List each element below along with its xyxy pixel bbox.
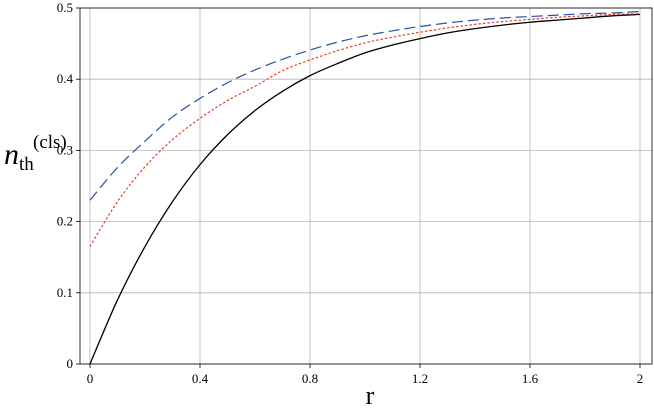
series-group — [89, 10, 641, 365]
x-tick-label: 0.4 — [192, 371, 209, 386]
y-tick-label: 0.2 — [57, 214, 73, 229]
x-tick-label: 0.8 — [302, 371, 318, 386]
y-tick-label: 0.4 — [57, 71, 74, 86]
y-axis-label-main: n — [4, 138, 19, 171]
x-tick-label: 2 — [637, 371, 644, 386]
y-tick-label: 0 — [67, 356, 74, 371]
x-tick-label: 1.6 — [522, 371, 539, 386]
grid — [80, 7, 652, 365]
y-tick-label: 0.1 — [57, 285, 73, 300]
x-tick-label: 1.2 — [412, 371, 428, 386]
x-tick-label: 0 — [87, 371, 94, 386]
y-axis-label-sup: (cls) — [33, 132, 67, 153]
series-line-dashed — [89, 10, 641, 201]
y-axis-label-sub: th — [19, 154, 34, 175]
y-tick-label: 0.5 — [57, 0, 73, 15]
x-axis-label: r — [366, 381, 375, 410]
plot-frame — [79, 7, 653, 365]
y-axis-label: nth(cls) — [4, 132, 67, 175]
y-axis-ticks: 0 0.1 0.2 0.3 0.4 0.5 — [57, 0, 80, 371]
x-axis-ticks: 0 0.4 0.8 1.2 1.6 2 — [87, 364, 644, 386]
series-line-solid — [89, 13, 641, 365]
series-line-dotted — [89, 13, 641, 247]
y-tick-label: 0.3 — [57, 142, 73, 157]
